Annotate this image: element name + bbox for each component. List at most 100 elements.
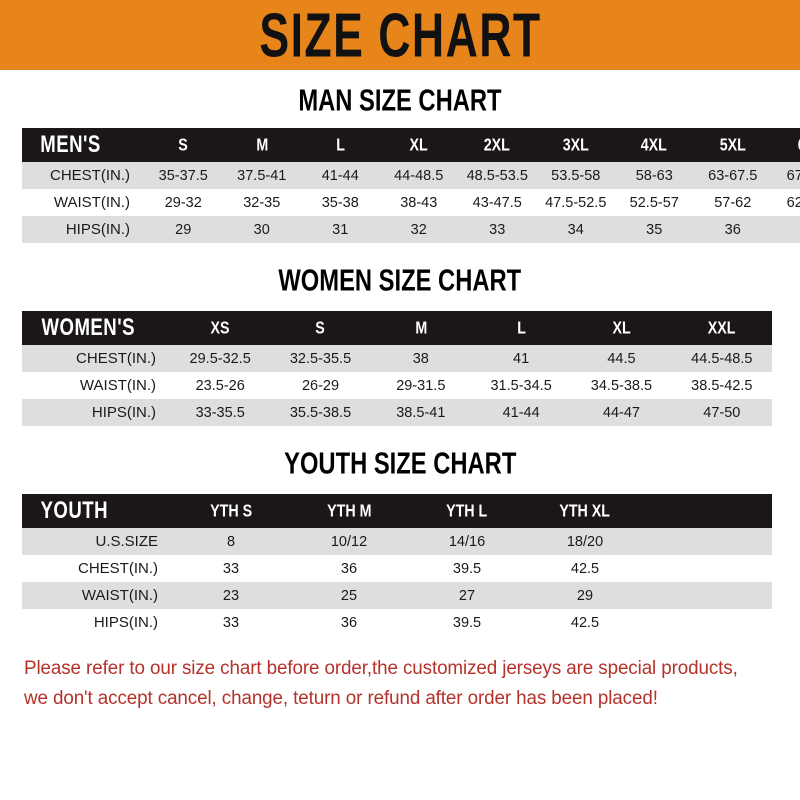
men-chest-m: 37.5-41: [222, 162, 301, 189]
women-chest-xxl: 44.5-48.5: [671, 345, 772, 372]
youth-col-header-l: YTH L: [408, 494, 526, 528]
section-men: MAN SIZE CHART MEN'S S M L XL 2XL 3XL 4X…: [0, 70, 800, 243]
men-size-table: MEN'S S M L XL 2XL 3XL 4XL 5XL 6XL CHEST…: [22, 128, 800, 243]
youth-waist-s: 23: [172, 582, 290, 609]
men-waist-4xl: 52.5-57: [615, 189, 694, 216]
men-waist-6xl: 62-66.5: [772, 189, 800, 216]
youth-chest-s: 33: [172, 555, 290, 582]
men-row-label-hips: HIPS(IN.): [22, 216, 144, 243]
men-waist-xl: 38-43: [379, 189, 458, 216]
men-row-label-waist: WAIST(IN.): [22, 189, 144, 216]
section-title-women: WOMEN SIZE CHART: [278, 263, 522, 298]
youth-ussize-l: 14/16: [408, 528, 526, 555]
page-banner: SIZE CHART: [0, 0, 800, 70]
youth-row-spacer: [644, 555, 772, 582]
women-col-header-m: M: [370, 311, 471, 345]
women-hips-l: 41-44: [470, 399, 572, 426]
youth-row-spacer: [644, 609, 772, 636]
youth-row-spacer: [644, 528, 772, 555]
women-chest-s: 32.5-35.5: [270, 345, 371, 372]
footer-disclaimer-line-1: Please refer to our size chart before or…: [24, 658, 738, 679]
youth-row-label-waist: WAIST(IN.): [22, 582, 172, 609]
youth-col-header-m: YTH M: [290, 494, 408, 528]
men-header-row: MEN'S S M L XL 2XL 3XL 4XL 5XL 6XL: [22, 128, 800, 162]
table-row: U.S.SIZE 8 10/12 14/16 18/20: [22, 528, 772, 555]
youth-row-label-header-text: YOUTH: [40, 497, 108, 524]
men-row-label-header-text: MEN'S: [40, 131, 101, 158]
women-col-header-l-text: L: [516, 318, 526, 338]
men-col-header-5xl-text: 5XL: [719, 135, 746, 155]
men-chest-3xl: 53.5-58: [536, 162, 615, 189]
youth-col-header-s-text: YTH S: [210, 501, 252, 521]
women-waist-xs: 23.5-26: [170, 372, 271, 399]
women-chest-xs: 29.5-32.5: [170, 345, 271, 372]
men-hips-xl: 32: [379, 216, 458, 243]
table-row: CHEST(IN.) 33 36 39.5 42.5: [22, 555, 772, 582]
women-chest-m: 38: [370, 345, 471, 372]
men-chest-l: 41-44: [301, 162, 380, 189]
men-col-header-m-text: M: [255, 135, 268, 155]
youth-header-row: YOUTH YTH S YTH M YTH L YTH XL: [22, 494, 772, 528]
youth-waist-l: 27: [408, 582, 526, 609]
men-col-header-5xl: 5XL: [693, 128, 772, 162]
women-hips-xxl: 47-50: [671, 399, 772, 426]
women-waist-l: 31.5-34.5: [470, 372, 572, 399]
page-title: SIZE CHART: [258, 0, 542, 70]
women-col-header-l: L: [470, 311, 572, 345]
table-row: WAIST(IN.) 29-32 32-35 35-38 38-43 43-47…: [22, 189, 800, 216]
men-col-header-s: S: [144, 128, 223, 162]
youth-hips-s: 33: [172, 609, 290, 636]
youth-hips-xl: 42.5: [526, 609, 644, 636]
men-chest-xl: 44-48.5: [379, 162, 458, 189]
men-col-header-l-text: L: [335, 135, 345, 155]
men-waist-5xl: 57-62: [693, 189, 772, 216]
men-col-header-m: M: [222, 128, 301, 162]
men-hips-m: 30: [222, 216, 301, 243]
section-title-wrap-women: WOMEN SIZE CHART: [22, 265, 778, 297]
youth-chest-l: 39.5: [408, 555, 526, 582]
men-hips-2xl: 33: [458, 216, 537, 243]
youth-col-header-l-text: YTH L: [446, 501, 488, 521]
men-chest-4xl: 58-63: [615, 162, 694, 189]
women-col-header-xl-text: XL: [612, 318, 631, 338]
women-hips-s: 35.5-38.5: [270, 399, 371, 426]
women-col-header-xxl-text: XXL: [707, 318, 736, 338]
women-col-header-m-text: M: [414, 318, 427, 338]
table-row: WAIST(IN.) 23.5-26 26-29 29-31.5 31.5-34…: [22, 372, 772, 399]
men-waist-3xl: 47.5-52.5: [536, 189, 615, 216]
men-hips-s: 29: [144, 216, 223, 243]
women-row-label-waist: WAIST(IN.): [22, 372, 171, 399]
youth-row-spacer: [644, 582, 772, 609]
table-row: HIPS(IN.) 29 30 31 32 33 34 35 36 37: [22, 216, 800, 243]
men-chest-6xl: 67.5-72: [772, 162, 800, 189]
women-col-header-xs-text: XS: [210, 318, 230, 338]
women-row-label-hips: HIPS(IN.): [22, 399, 171, 426]
youth-row-label-hips: HIPS(IN.): [22, 609, 172, 636]
table-row: CHEST(IN.) 29.5-32.5 32.5-35.5 38 41 44.…: [22, 345, 772, 372]
youth-hips-l: 39.5: [408, 609, 526, 636]
youth-col-header-xl-text: YTH XL: [559, 501, 611, 521]
women-col-header-xl: XL: [571, 311, 672, 345]
youth-chest-m: 36: [290, 555, 408, 582]
youth-waist-xl: 29: [526, 582, 644, 609]
men-chest-5xl: 63-67.5: [693, 162, 772, 189]
men-col-header-l: L: [301, 128, 380, 162]
table-row: HIPS(IN.) 33 36 39.5 42.5: [22, 609, 772, 636]
youth-col-header-xl: YTH XL: [526, 494, 644, 528]
section-title-wrap-youth: YOUTH SIZE CHART: [22, 448, 778, 480]
men-col-header-3xl: 3XL: [536, 128, 615, 162]
youth-header-spacer: [644, 494, 772, 528]
women-waist-xxl: 38.5-42.5: [671, 372, 772, 399]
men-hips-3xl: 34: [536, 216, 615, 243]
women-waist-m: 29-31.5: [370, 372, 471, 399]
men-row-label-chest: CHEST(IN.): [22, 162, 144, 189]
table-row: WAIST(IN.) 23 25 27 29: [22, 582, 772, 609]
women-row-label-header: WOMEN'S: [22, 311, 171, 345]
men-col-header-4xl-text: 4XL: [641, 135, 668, 155]
women-hips-xs: 33-35.5: [170, 399, 271, 426]
women-chest-l: 41: [470, 345, 572, 372]
youth-row-label-chest: CHEST(IN.): [22, 555, 172, 582]
table-row: HIPS(IN.) 33-35.5 35.5-38.5 38.5-41 41-4…: [22, 399, 772, 426]
table-row: CHEST(IN.) 35-37.5 37.5-41 41-44 44-48.5…: [22, 162, 800, 189]
